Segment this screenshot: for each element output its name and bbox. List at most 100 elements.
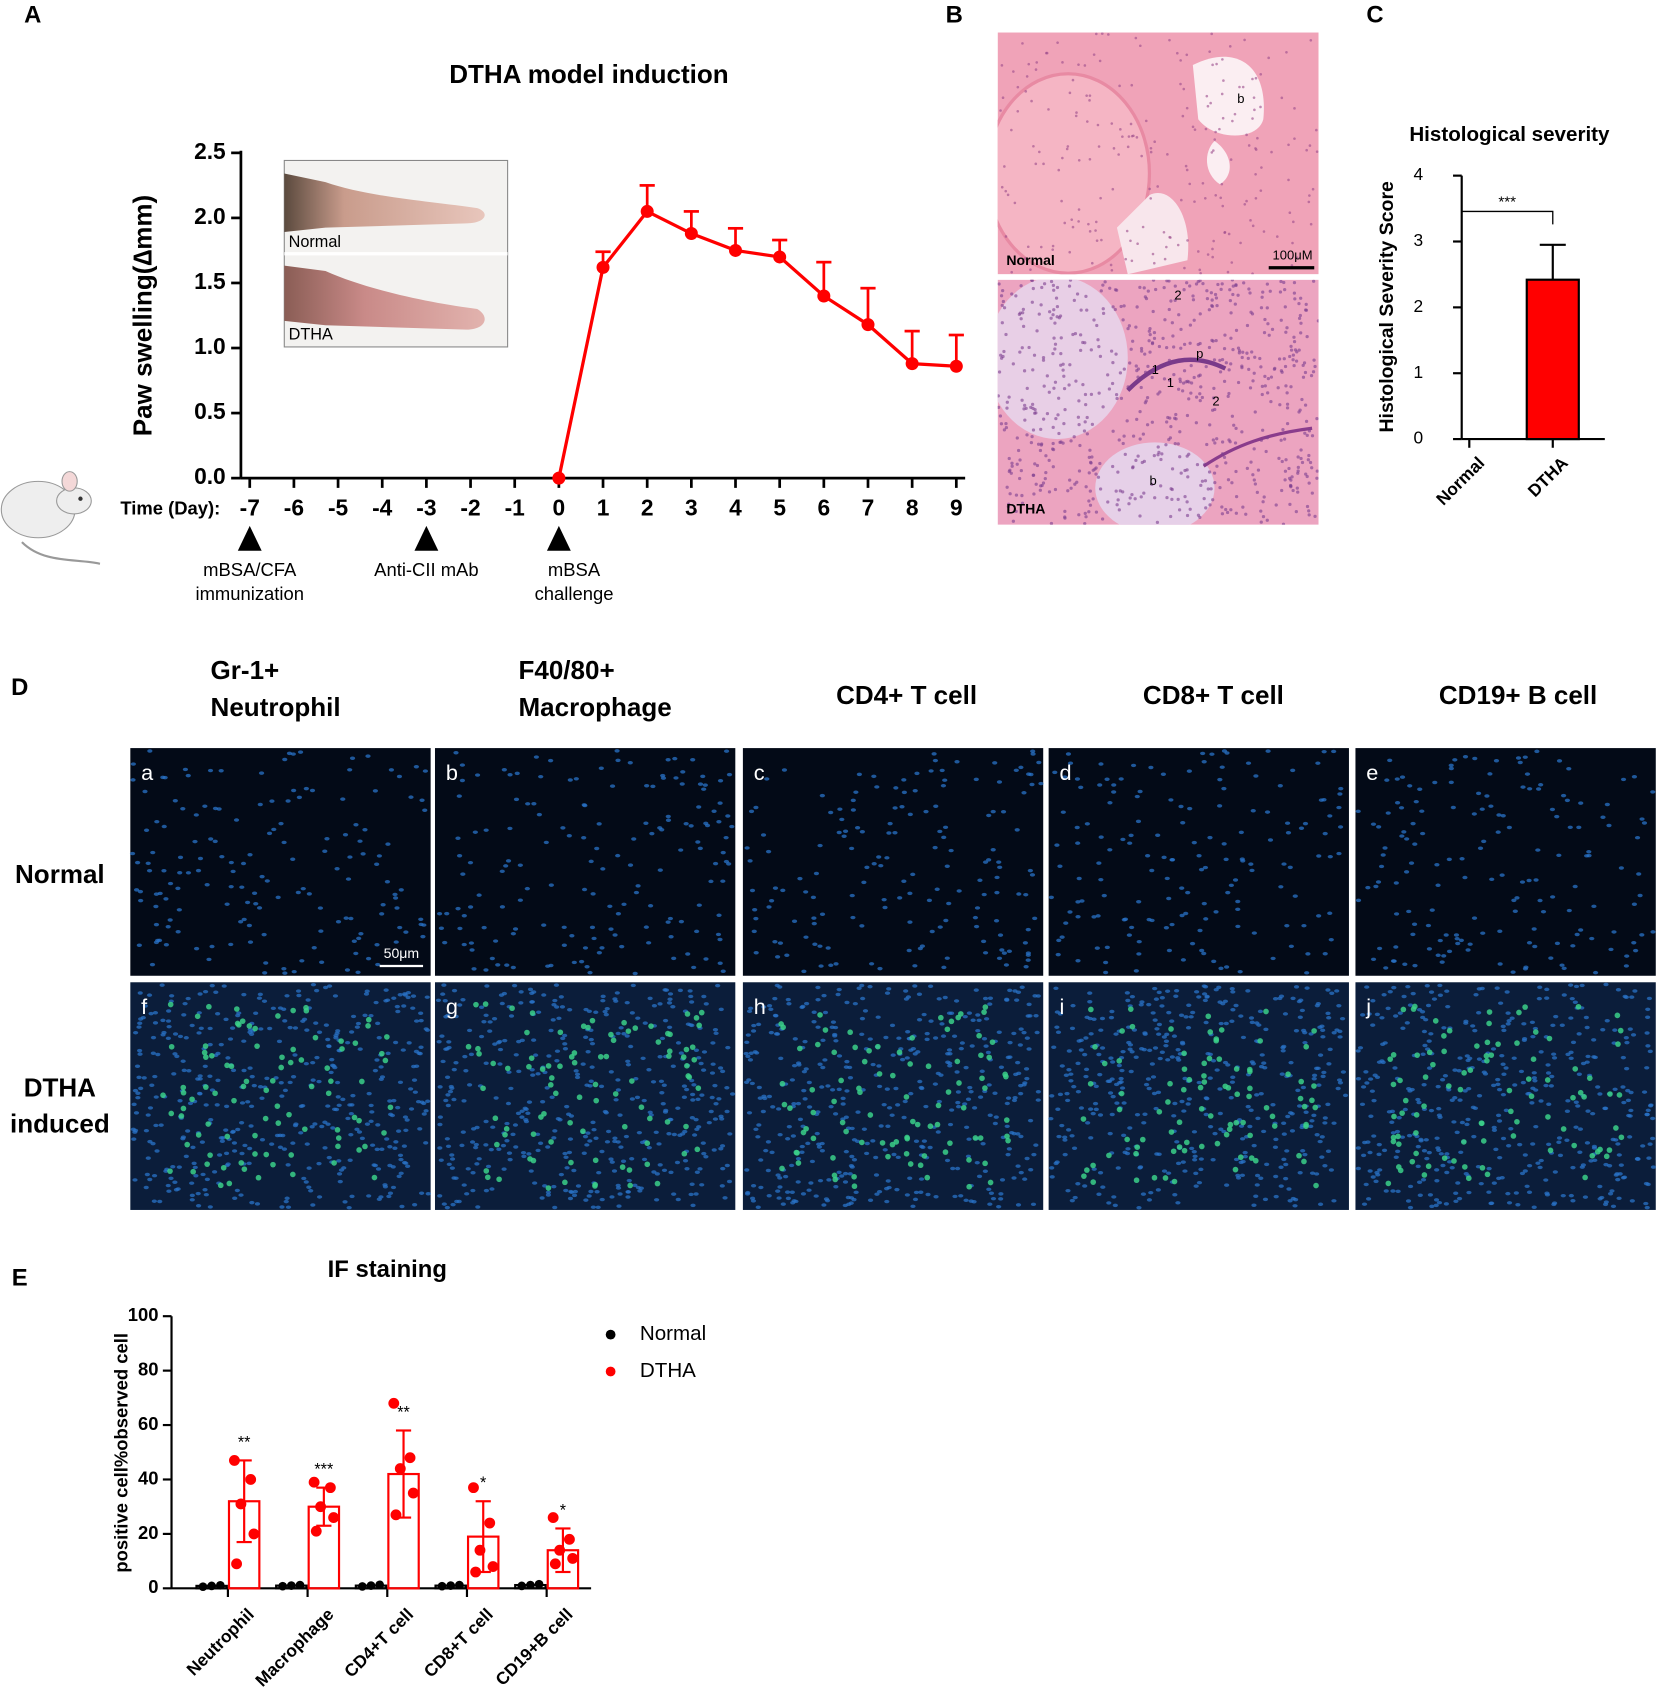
image-label: DTHA <box>1006 500 1045 516</box>
nucleus <box>1146 1002 1152 1007</box>
nucleus <box>1225 1063 1231 1067</box>
nucleus <box>1156 1032 1162 1036</box>
nucleus <box>791 919 798 923</box>
nucleus <box>952 1194 958 1199</box>
nucleus <box>1435 953 1441 958</box>
tissue-dot <box>1266 322 1270 326</box>
tissue-dot <box>1226 478 1231 482</box>
tissue-dot <box>1068 91 1072 95</box>
nucleus <box>647 904 654 908</box>
nucleus <box>1476 1011 1482 1015</box>
positive-cell <box>910 1118 916 1125</box>
nucleus <box>451 1097 457 1102</box>
tissue-dot <box>1226 394 1230 399</box>
nucleus <box>292 1053 298 1057</box>
nucleus <box>365 754 371 758</box>
nucleus <box>1004 998 1010 1002</box>
nucleus <box>853 1190 859 1195</box>
tissue-dot <box>1251 224 1255 228</box>
nucleus <box>1505 1191 1511 1196</box>
nucleus <box>548 1028 554 1033</box>
tissue-dot <box>1208 50 1211 53</box>
nucleus <box>1087 1016 1093 1021</box>
nucleus <box>590 1205 596 1209</box>
nucleus <box>282 757 288 762</box>
tissue-dot <box>1220 182 1224 186</box>
nucleus <box>525 1111 531 1116</box>
positive-cell <box>557 1029 564 1036</box>
positive-cell <box>1522 1004 1528 1010</box>
tissue-dot <box>1297 348 1301 352</box>
nucleus <box>394 906 400 910</box>
nucleus <box>182 767 189 772</box>
nucleus <box>826 1178 832 1182</box>
nucleus <box>955 1100 961 1105</box>
y-tick-label: 0 <box>148 1576 158 1597</box>
nucleus <box>1059 1064 1065 1068</box>
x-tick-label: -6 <box>284 495 304 521</box>
row-label: Normal <box>15 859 105 889</box>
nucleus <box>1012 1096 1018 1100</box>
nucleus <box>175 886 181 891</box>
nucleus <box>1342 1093 1349 1098</box>
nucleus <box>296 795 302 800</box>
nucleus <box>153 1095 159 1099</box>
nucleus <box>1371 1098 1377 1103</box>
tissue-dot <box>1051 447 1056 452</box>
nucleus <box>702 783 708 787</box>
tissue-dot <box>1117 508 1121 512</box>
nucleus <box>1650 1165 1656 1169</box>
nucleus <box>336 1172 343 1176</box>
nucleus <box>588 859 594 864</box>
nucleus <box>1524 1184 1530 1189</box>
nucleus <box>397 925 403 930</box>
nucleus <box>1295 1088 1301 1093</box>
nucleus <box>956 889 962 893</box>
nucleus <box>1393 881 1399 885</box>
nucleus <box>567 1196 574 1201</box>
nucleus <box>743 1080 750 1085</box>
tissue-dot <box>1045 374 1049 378</box>
tissue-dot <box>1234 494 1239 499</box>
nucleus <box>1416 1180 1423 1185</box>
nucleus <box>290 1074 297 1079</box>
legend-label: Normal <box>640 1322 706 1345</box>
tissue-dot <box>1079 333 1083 337</box>
panel-letter: A <box>24 2 41 29</box>
tissue-dot <box>1063 509 1067 513</box>
nucleus <box>1496 1119 1503 1123</box>
positive-cell <box>1390 1134 1397 1141</box>
tissue-dot <box>1149 197 1153 200</box>
positive-cell <box>334 1127 341 1133</box>
nucleus <box>347 1158 353 1162</box>
nucleus <box>1635 1157 1641 1161</box>
positive-cell <box>1446 1027 1453 1034</box>
nucleus <box>1650 1116 1656 1121</box>
nucleus <box>251 1083 257 1088</box>
nucleus <box>1281 862 1287 866</box>
nucleus <box>800 1192 807 1196</box>
nucleus <box>785 1196 791 1201</box>
positive-cell <box>1198 1143 1205 1150</box>
nucleus <box>1015 1060 1021 1065</box>
nucleus <box>1370 957 1377 962</box>
y-tick-label: 2.0 <box>194 203 226 229</box>
chart-title: Histological severity <box>1409 123 1610 146</box>
tissue-dot <box>1302 361 1307 365</box>
positive-cell <box>220 1164 227 1171</box>
nucleus <box>1521 1038 1527 1043</box>
x-tick-label: -7 <box>240 495 260 521</box>
nucleus <box>207 1074 213 1079</box>
nucleus <box>1561 993 1567 997</box>
nucleus <box>981 1037 988 1041</box>
nucleus <box>1175 1201 1181 1205</box>
nucleus <box>1462 1089 1468 1093</box>
positive-cell <box>331 1160 337 1166</box>
nucleus <box>1412 963 1418 968</box>
tissue-dot <box>1097 145 1101 148</box>
nucleus <box>286 751 293 756</box>
nucleus <box>697 1167 703 1171</box>
nucleus <box>516 1039 522 1044</box>
nucleus <box>311 946 317 950</box>
tissue-dot <box>1052 288 1056 292</box>
